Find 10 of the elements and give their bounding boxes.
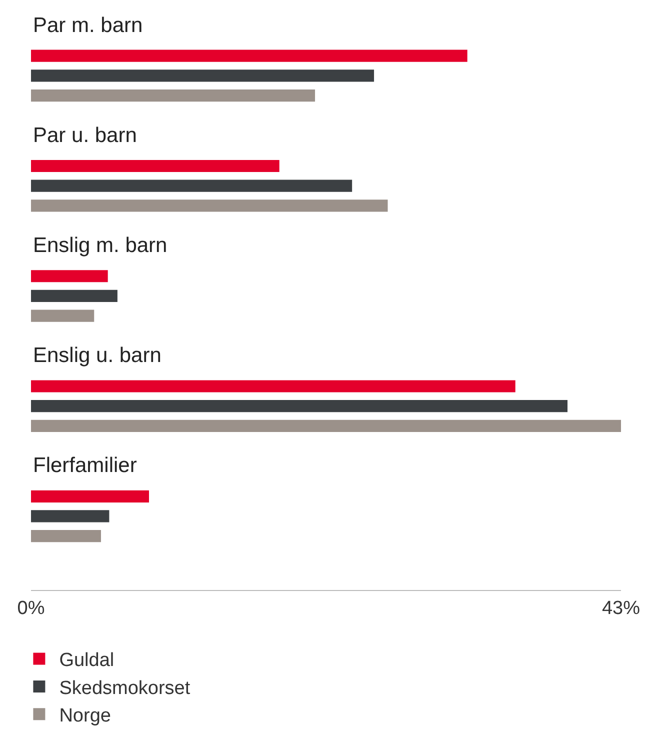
- y-tick-label: Par u. barn: [33, 124, 137, 147]
- legend-label: Guldal: [59, 650, 114, 672]
- legend-label: Skedsmokorset: [59, 678, 191, 699]
- x-tick-label: 0%: [17, 598, 45, 619]
- x-tick-label: 43%: [602, 598, 640, 619]
- y-tick-label: Flerfamilier: [33, 454, 137, 477]
- y-tick-label: Par m. barn: [33, 14, 143, 37]
- y-tick-label: Enslig u. barn: [33, 344, 162, 367]
- legend-label: Norge: [59, 706, 111, 727]
- y-tick-label: Enslig m. barn: [33, 234, 168, 257]
